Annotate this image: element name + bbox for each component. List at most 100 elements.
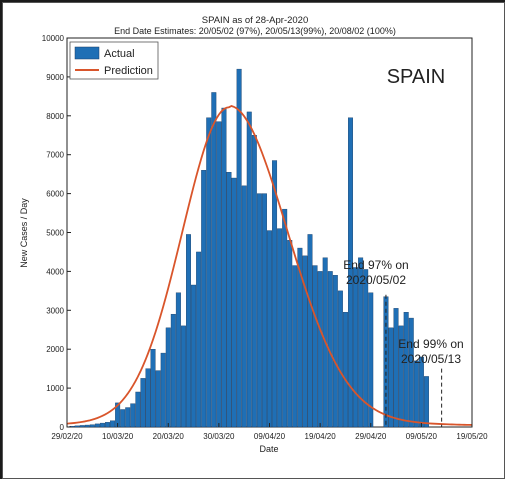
actual-bar bbox=[130, 403, 136, 428]
actual-bar bbox=[348, 117, 353, 428]
y-tick-label: 8000 bbox=[46, 112, 64, 121]
actual-bar bbox=[155, 370, 161, 428]
actual-bar bbox=[180, 325, 186, 428]
x-tick-label: 19/05/20 bbox=[456, 432, 488, 441]
actual-bar bbox=[231, 177, 237, 428]
annotation-97-line2: 2020/05/02 bbox=[346, 273, 406, 287]
x-tick-label: 30/03/20 bbox=[203, 432, 235, 441]
country-label: SPAIN bbox=[387, 66, 446, 88]
legend: Actual Prediction bbox=[69, 41, 159, 80]
y-tick-label: 9000 bbox=[46, 73, 64, 82]
x-axis-label: Date bbox=[259, 444, 278, 454]
chart: SPAIN as of 28-Apr-2020 End Date Estimat… bbox=[19, 15, 488, 454]
y-tick-label: 6000 bbox=[46, 190, 64, 199]
actual-bar bbox=[307, 234, 313, 428]
actual-bar bbox=[251, 135, 257, 428]
actual-bar bbox=[160, 352, 166, 428]
actual-bar bbox=[110, 420, 116, 428]
actual-bar bbox=[221, 107, 227, 428]
actual-bar bbox=[140, 378, 146, 428]
x-tick-label: 09/05/20 bbox=[406, 432, 438, 441]
actual-bar bbox=[241, 185, 247, 428]
actual-bar bbox=[342, 312, 348, 428]
actual-bar bbox=[150, 349, 156, 428]
actual-bar bbox=[388, 327, 394, 428]
legend-actual-swatch bbox=[74, 46, 100, 60]
actual-bar bbox=[287, 240, 293, 428]
actual-bar bbox=[363, 269, 369, 428]
actual-bar bbox=[135, 391, 141, 428]
annotation-97-line1: End 97% on bbox=[343, 258, 408, 272]
actual-bars bbox=[69, 68, 429, 428]
x-axis: 29/02/20 10/03/20 20/03/20 30/03/20 09/04/20… bbox=[51, 423, 488, 441]
y-axis: 0 1000 2000 3000 4000 5000 6000 7000 8000 9000 100… bbox=[42, 34, 71, 432]
actual-bar bbox=[84, 424, 90, 428]
actual-bar bbox=[418, 356, 424, 428]
actual-bar bbox=[236, 68, 242, 428]
actual-bar bbox=[408, 317, 414, 428]
actual-bar bbox=[261, 193, 267, 428]
actual-bar bbox=[256, 193, 262, 428]
x-tick-label: 29/04/20 bbox=[355, 432, 387, 441]
x-tick-label: 20/03/20 bbox=[153, 432, 185, 441]
actual-bar bbox=[120, 409, 126, 428]
x-tick-label: 10/03/20 bbox=[102, 432, 134, 441]
chart-title: SPAIN as of 28-Apr-2020 bbox=[202, 15, 309, 26]
actual-bar bbox=[267, 230, 272, 428]
y-tick-label: 4000 bbox=[46, 267, 64, 276]
actual-bar bbox=[226, 171, 232, 428]
y-tick-label: 2000 bbox=[46, 345, 64, 354]
actual-bar bbox=[332, 275, 338, 428]
actual-bar bbox=[89, 424, 95, 428]
y-tick-label: 1000 bbox=[46, 384, 64, 393]
actual-bar bbox=[317, 271, 323, 428]
actual-bar bbox=[358, 257, 364, 428]
actual-bar bbox=[423, 376, 429, 428]
y-tick-label: 0 bbox=[60, 423, 65, 432]
actual-bar bbox=[165, 327, 171, 428]
actual-bar bbox=[105, 422, 110, 428]
actual-bar bbox=[337, 290, 343, 428]
end-estimate-lines bbox=[385, 294, 443, 427]
prediction-line bbox=[66, 105, 473, 426]
actual-bar bbox=[292, 265, 298, 428]
actual-bar bbox=[297, 247, 303, 428]
actual-bar bbox=[403, 312, 409, 428]
y-tick-label: 5000 bbox=[46, 229, 64, 238]
actual-bar bbox=[175, 292, 181, 428]
x-tick-label: 09/04/20 bbox=[254, 432, 286, 441]
actual-bar bbox=[170, 313, 176, 428]
actual-bar bbox=[94, 423, 100, 428]
actual-bar bbox=[99, 422, 105, 428]
actual-bar bbox=[201, 170, 207, 428]
actual-bar bbox=[272, 160, 278, 428]
y-tick-label: 3000 bbox=[46, 306, 64, 315]
actual-bar bbox=[216, 121, 222, 428]
actual-bar bbox=[186, 234, 191, 428]
actual-bar bbox=[211, 92, 217, 428]
x-tick-label: 29/02/20 bbox=[51, 432, 83, 441]
actual-bar bbox=[125, 407, 131, 428]
actual-bar bbox=[79, 425, 85, 428]
actual-bar bbox=[353, 267, 359, 428]
actual-bar bbox=[393, 308, 399, 428]
actual-bar bbox=[282, 208, 288, 428]
actual-bar bbox=[196, 251, 202, 428]
actual-bar bbox=[398, 325, 404, 428]
actual-bar bbox=[302, 255, 308, 428]
actual-bar bbox=[191, 284, 197, 428]
annotation-99-line1: End 99% on bbox=[398, 337, 463, 351]
y-axis-label: New Cases / Day bbox=[19, 198, 29, 268]
actual-bar bbox=[74, 425, 80, 428]
actual-bar bbox=[145, 368, 151, 428]
actual-bar bbox=[206, 117, 212, 428]
actual-bar bbox=[312, 265, 318, 428]
actual-bar bbox=[413, 360, 419, 428]
y-tick-label: 7000 bbox=[46, 151, 64, 160]
y-tick-label: 10000 bbox=[42, 34, 65, 43]
x-tick-label: 19/04/20 bbox=[305, 432, 337, 441]
actual-bar bbox=[277, 228, 283, 428]
chart-subtitle: End Date Estimates: 20/05/02 (97%), 20/0… bbox=[114, 26, 396, 36]
annotation-99-line2: 2020/05/13 bbox=[401, 352, 461, 366]
